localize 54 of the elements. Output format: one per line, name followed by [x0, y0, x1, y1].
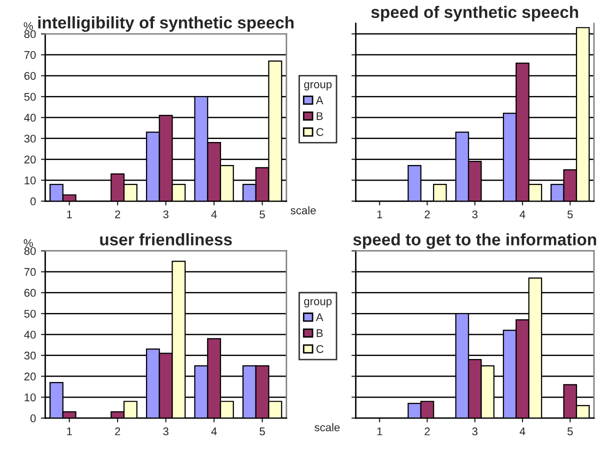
y-axis-title: % [24, 22, 33, 30]
x-tick-label: 4 [520, 210, 526, 218]
y-tick-label: 50 [24, 310, 36, 318]
x-tick-label: 4 [211, 428, 217, 436]
legend-title: group [304, 82, 332, 90]
chart-title: speed of synthetic speech [371, 6, 578, 22]
legend-label: B [316, 329, 323, 337]
y-tick-label: 20 [24, 372, 36, 380]
y-tick-label: 40 [24, 114, 36, 122]
legend-label: B [316, 112, 323, 120]
x-tick-label: 5 [260, 428, 265, 436]
chart-title: user friendliness [100, 233, 232, 246]
legend-label: C [316, 128, 324, 136]
y-tick-label: 10 [24, 393, 36, 402]
legend-label: A [316, 96, 324, 104]
chart-title: speed to get to the information [353, 233, 596, 249]
x-tick-label: 5 [567, 210, 573, 218]
y-tick-label: 70 [24, 51, 36, 59]
x-tick-label: 1 [67, 428, 72, 436]
y-tick-label: 60 [24, 288, 36, 297]
x-tick-label: 3 [472, 427, 478, 436]
x-tick-label: 4 [211, 210, 217, 218]
y-tick-label: 70 [24, 268, 36, 276]
y-tick-label: 0 [30, 414, 36, 422]
x-tick-label: 3 [472, 210, 478, 218]
x-tick-label: 5 [567, 428, 573, 436]
y-tick-label: 40 [24, 330, 36, 339]
y-tick-label: 10 [24, 176, 36, 184]
legend-title: group [304, 299, 332, 308]
y-tick-label: 50 [24, 92, 36, 101]
x-tick-label: 4 [520, 428, 526, 436]
y-tick-label: 80 [24, 247, 36, 255]
x-tick-label: 3 [163, 210, 168, 218]
x-tick-label: 2 [115, 210, 120, 218]
y-tick-label: 0 [30, 197, 36, 206]
x-tick-label: 2 [424, 210, 430, 218]
x-tick-label: 3 [163, 427, 168, 436]
chart-title: intelligibility of synthetic speech [38, 16, 294, 32]
y-tick-label: 30 [24, 134, 36, 143]
y-tick-label: 60 [24, 72, 36, 80]
legend-label: A [316, 313, 324, 322]
x-axis-title: scale [314, 423, 340, 432]
x-tick-label: 2 [424, 427, 430, 436]
y-tick-label: 80 [24, 30, 36, 38]
legend-label: C [316, 345, 324, 353]
x-tick-label: 2 [115, 427, 120, 436]
x-tick-label: 1 [67, 210, 72, 218]
x-axis-title: scale [290, 206, 316, 214]
x-tick-label: 5 [260, 210, 265, 218]
y-tick-label: 20 [24, 156, 36, 164]
y-axis-title: % [24, 239, 33, 247]
x-tick-label: 1 [377, 428, 382, 436]
y-tick-label: 30 [24, 352, 36, 360]
x-tick-label: 1 [377, 210, 382, 218]
